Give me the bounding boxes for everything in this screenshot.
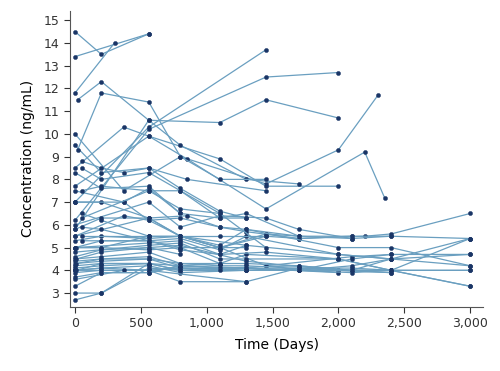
X-axis label: Time (Days): Time (Days) — [234, 338, 318, 352]
Y-axis label: Concentration (ng/mL): Concentration (ng/mL) — [21, 81, 35, 237]
